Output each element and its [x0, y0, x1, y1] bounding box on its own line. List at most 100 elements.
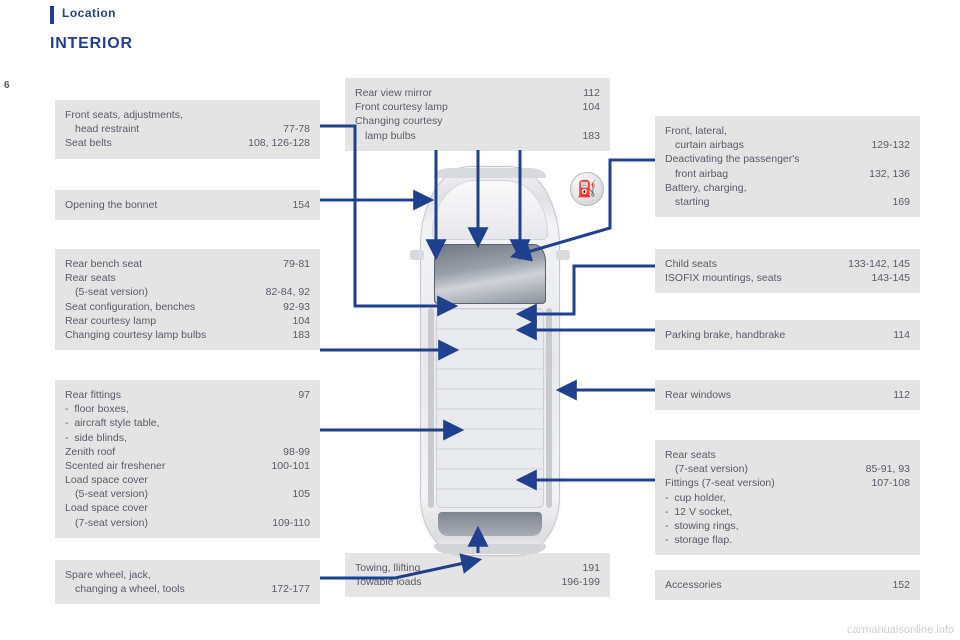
callout-page-ref: 169 — [892, 195, 910, 209]
callout-page-ref: 143-145 — [871, 271, 910, 285]
callout-page-ref: 77-78 — [283, 122, 310, 136]
callout-row: Rear seats — [665, 448, 910, 462]
callout-page-ref: 112 — [583, 86, 600, 100]
callout-page-ref: 132, 136 — [869, 167, 910, 181]
callout-label: Opening the bonnet — [65, 198, 284, 212]
callout-row: Front courtesy lamp 104 — [355, 100, 600, 114]
callout-row: (5-seat version)105 — [65, 487, 310, 501]
callout-row: stowing rings, — [665, 519, 910, 533]
callout-row: Changing courtesy lamp bulbs183 — [65, 328, 310, 342]
callout-label: Front courtesy lamp — [355, 100, 574, 114]
callout-row: storage flap. — [665, 533, 910, 547]
callout-label: ISOFIX mountings, seats — [665, 271, 863, 285]
callout-row: Accessories 152 — [665, 578, 910, 592]
callout-parking-brake: Parking brake, handbrake114 — [655, 320, 920, 350]
callout-row: Rear view mirror 112 — [355, 86, 600, 100]
callout-label: Spare wheel, jack, — [65, 568, 310, 582]
callout-label: Towable loads — [355, 575, 553, 589]
callout-row: Opening the bonnet 154 — [65, 198, 310, 212]
callout-row: Towing, llifting 191 — [355, 561, 600, 575]
callout-page-ref: 104 — [292, 314, 310, 328]
windshield — [434, 244, 546, 304]
callout-page-ref: 172-177 — [271, 582, 310, 596]
callout-label: Rear seats — [665, 448, 910, 462]
callout-label: Battery, charging, — [665, 181, 910, 195]
callout-page-ref: 112 — [893, 388, 910, 402]
callout-label: Zenith roof — [65, 445, 275, 459]
callout-row: Load space cover — [65, 473, 310, 487]
callout-label: floor boxes, — [65, 402, 310, 416]
callout-label: aircraft style table, — [65, 416, 310, 430]
callout-page-ref: 100-101 — [271, 459, 310, 473]
callout-page-ref: 152 — [892, 578, 910, 592]
callout-label: Rear courtesy lamp — [65, 314, 284, 328]
callout-row: Rear windows 112 — [665, 388, 910, 402]
callout-label: stowing rings, — [665, 519, 910, 533]
callout-towing: Towing, llifting 191 Towable loads 196-199 — [345, 553, 610, 597]
callout-front-seats: Front seats, adjustments,head restraint7… — [55, 100, 320, 159]
callout-row: Changing courtesy — [355, 114, 600, 128]
callout-label: Accessories — [665, 578, 884, 592]
callout-row: Front seats, adjustments, — [65, 108, 310, 122]
callout-label: Rear windows — [665, 388, 885, 402]
callout-page-ref: 107-108 — [871, 476, 910, 490]
callout-row: Deactivating the passenger's — [665, 152, 910, 166]
callout-row: ISOFIX mountings, seats 143-145 — [665, 271, 910, 285]
callout-row: starting 169 — [665, 195, 910, 209]
side-mirror-right — [556, 250, 570, 260]
callout-row: Towable loads 196-199 — [355, 575, 600, 589]
roof — [436, 308, 544, 508]
callout-label: Child seats — [665, 257, 840, 271]
callout-row: floor boxes, — [65, 402, 310, 416]
callout-label: Deactivating the passenger's — [665, 152, 910, 166]
callout-page-ref: 129-132 — [871, 138, 910, 152]
callout-row: lamp bulbs183 — [355, 129, 600, 143]
callout-page-ref: 133-142, 145 — [848, 257, 910, 271]
callout-label: (5-seat version) — [65, 285, 258, 299]
callout-row: Fittings (7-seat version)107-108 — [665, 476, 910, 490]
callout-row: Load space cover — [65, 501, 310, 515]
callout-page-ref: 191 — [582, 561, 600, 575]
callout-label: Load space cover — [65, 473, 310, 487]
front-bumper — [434, 168, 546, 178]
callout-page-ref: 196-199 — [561, 575, 600, 589]
rear-bumper — [434, 544, 546, 554]
callout-label: changing a wheel, tools — [65, 582, 263, 596]
callout-page-ref: 92-93 — [283, 300, 310, 314]
callout-label: starting — [665, 195, 884, 209]
callout-row: Child seats 133-142, 145 — [665, 257, 910, 271]
callout-page-ref: 154 — [292, 198, 310, 212]
callout-row: (7-seat version)109-110 — [65, 516, 310, 530]
callout-bonnet: Opening the bonnet 154 — [55, 190, 320, 220]
callout-row: Rear seats — [65, 271, 310, 285]
section-label: Location — [62, 6, 116, 20]
rear-window — [438, 512, 542, 536]
roof-rail-right — [546, 308, 552, 508]
callout-label: Towing, llifting — [355, 561, 574, 575]
callout-label: Rear view mirror — [355, 86, 575, 100]
callout-row: changing a wheel, tools 172-177 — [65, 582, 310, 596]
callout-page-ref: 104 — [582, 100, 600, 114]
callout-label: 12 V socket, — [665, 505, 910, 519]
callout-row: cup holder, — [665, 491, 910, 505]
callout-rear-bench: Rear bench seat 79-81Rear seats(5-seat ve… — [55, 249, 320, 350]
callout-page-ref: 79-81 — [283, 257, 310, 271]
fuel-icon: ⛽ — [570, 172, 604, 206]
callout-spare-wheel: Spare wheel, jack,changing a wheel, tool… — [55, 560, 320, 604]
callout-label: Front, lateral, — [665, 124, 910, 138]
callout-row: front airbag132, 136 — [665, 167, 910, 181]
callout-label: lamp bulbs — [355, 129, 574, 143]
callout-row: (7-seat version)85-91, 93 — [665, 462, 910, 476]
callout-row: head restraint77-78 — [65, 122, 310, 136]
callout-row: aircraft style table, — [65, 416, 310, 430]
callout-label: (7-seat version) — [65, 516, 264, 530]
callout-label: Rear seats — [65, 271, 310, 285]
callout-page-ref: 82-84, 92 — [266, 285, 310, 299]
callout-row: Zenith roof98-99 — [65, 445, 310, 459]
callout-row: Rear bench seat 79-81 — [65, 257, 310, 271]
callout-label: Changing courtesy — [355, 114, 600, 128]
callout-child-seats: Child seats 133-142, 145ISOFIX mountings,… — [655, 249, 920, 293]
callout-rear-seats-7: Rear seats(7-seat version)85-91, 93Fitti… — [655, 440, 920, 555]
callout-label: Rear bench seat — [65, 257, 275, 271]
side-mirror-left — [410, 250, 424, 260]
